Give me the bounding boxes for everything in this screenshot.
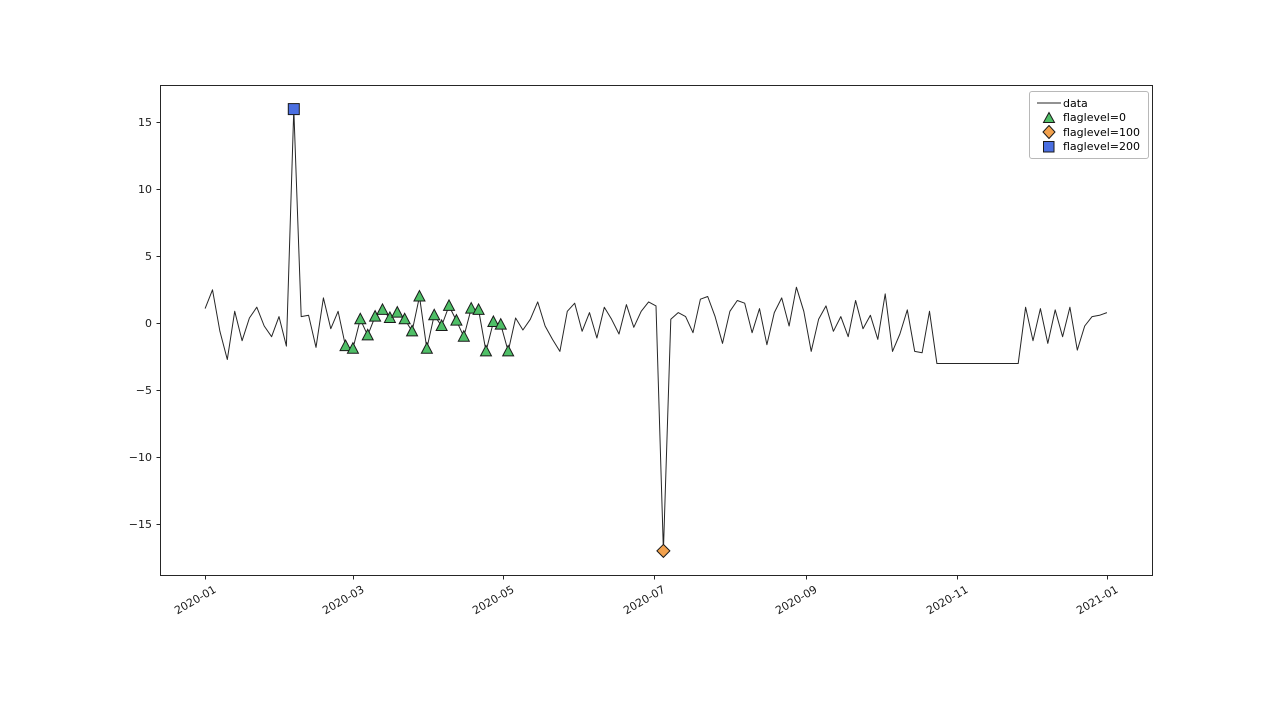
triangle-marker: [390, 305, 404, 318]
triangle-marker: [464, 301, 478, 314]
triangle-marker: [398, 312, 411, 325]
triangle-marker: [353, 312, 367, 325]
triangle-marker: [368, 309, 382, 322]
y-tick-label: 0: [145, 316, 152, 330]
legend-label-data: data: [1063, 96, 1088, 110]
y-tick-label: 10: [138, 182, 152, 196]
triangle-marker: [376, 302, 389, 315]
line-sample-icon: [1035, 97, 1063, 109]
triangle-marker: [472, 302, 485, 315]
triangle-marker: [479, 344, 493, 357]
triangle-marker: [501, 344, 515, 357]
diamond-marker: [656, 543, 671, 559]
triangle-marker: [457, 329, 471, 342]
triangle-marker: [487, 314, 500, 327]
triangle-marker-icon: [1035, 111, 1063, 124]
legend-item-data: data: [1035, 96, 1142, 111]
y-tick-label: 5: [145, 249, 152, 263]
triangle-marker: [442, 298, 456, 311]
triangle-marker: [427, 308, 441, 321]
legend-item-flaglevel-200: flaglevel=200: [1035, 140, 1142, 155]
y-tick-label: −10: [128, 450, 152, 464]
square-marker-icon: [1035, 140, 1063, 153]
axes-frame: [160, 85, 1153, 576]
triangle-marker: [346, 341, 360, 354]
triangle-marker: [420, 341, 434, 354]
triangle-marker: [435, 318, 448, 331]
y-tick-label: 15: [138, 115, 152, 129]
y-tick-label: −5: [135, 383, 152, 397]
triangle-marker: [494, 317, 508, 330]
triangle-marker: [405, 324, 419, 337]
triangle-marker: [413, 289, 426, 302]
legend-label-flaglevel-100: flaglevel=100: [1063, 125, 1141, 139]
legend-label-flaglevel-200: flaglevel=200: [1063, 140, 1141, 154]
triangle-marker: [361, 328, 375, 341]
data-line: [204, 108, 1108, 552]
square-marker: [287, 103, 300, 116]
diamond-marker-icon: [1035, 125, 1063, 140]
y-tick-label: −15: [128, 517, 152, 531]
legend-label-flaglevel-0: flaglevel=0: [1063, 111, 1127, 125]
legend-item-flaglevel-100: flaglevel=100: [1035, 125, 1142, 140]
legend-item-flaglevel-0: flaglevel=0: [1035, 111, 1142, 126]
triangle-marker: [450, 313, 463, 326]
legend: data flaglevel=0 flaglevel=100 flaglevel…: [1029, 91, 1149, 159]
triangle-marker: [339, 338, 352, 352]
